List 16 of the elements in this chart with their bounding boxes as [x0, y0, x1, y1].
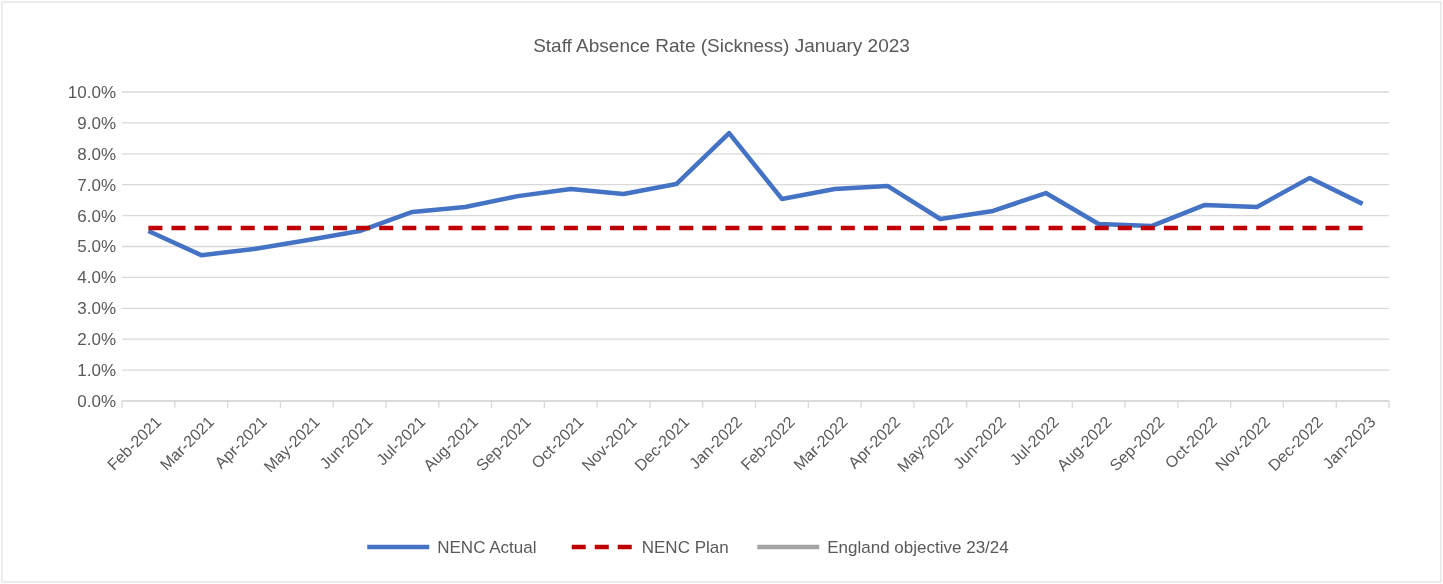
y-tick-label: 5.0% — [77, 237, 116, 257]
legend-label: England objective 23/24 — [827, 537, 1009, 557]
y-tick-label: 4.0% — [77, 268, 116, 288]
y-tick-label: 9.0% — [77, 113, 116, 133]
y-tick-label: 1.0% — [77, 361, 116, 381]
chart-title: Staff Absence Rate (Sickness) January 2023 — [533, 35, 910, 56]
legend-label: NENC Plan — [641, 537, 729, 557]
y-tick-label: 8.0% — [77, 144, 116, 164]
legend-label: NENC Actual — [437, 537, 537, 557]
y-tick-label: 6.0% — [77, 206, 116, 226]
y-tick-label: 0.0% — [77, 391, 116, 411]
y-tick-label: 2.0% — [77, 330, 116, 350]
line-series — [146, 130, 1365, 258]
y-tick-label: 7.0% — [77, 175, 116, 195]
y-tick-label: 10.0% — [67, 82, 116, 102]
y-tick-label: 3.0% — [77, 299, 116, 319]
